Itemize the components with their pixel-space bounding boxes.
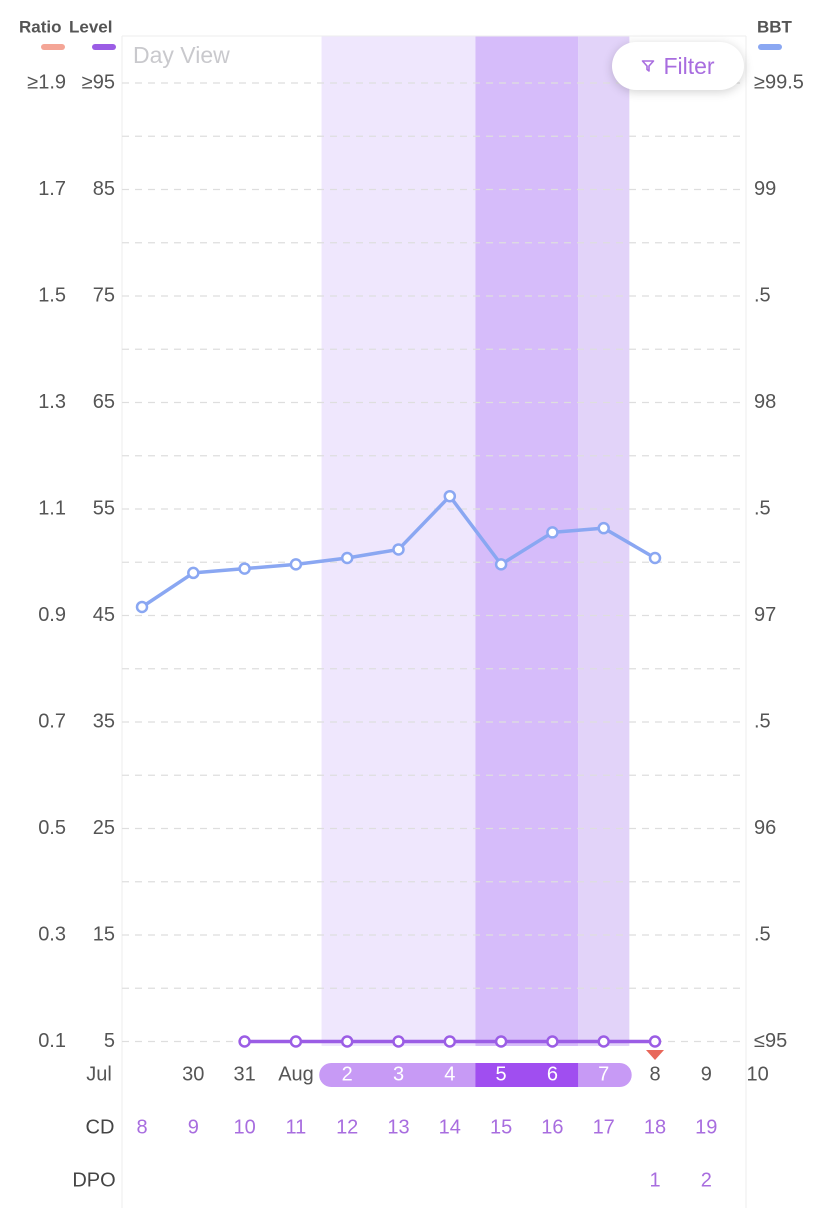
bbt-point [443, 489, 457, 503]
date-tick-label: 31 [233, 1063, 255, 1085]
fertile-band-peak [475, 36, 579, 1046]
ratio-tick-label: 0.1 [38, 1030, 66, 1052]
cd-value: 11 [286, 1116, 307, 1138]
dpo-row-label: DPO [72, 1169, 115, 1191]
ratio-tick-label: 0.5 [38, 817, 66, 839]
level-point [289, 1035, 303, 1048]
date-tick-label: 8 [649, 1063, 660, 1085]
level-point [238, 1035, 251, 1048]
level-tick-label: ≥95 [82, 71, 115, 93]
date-tick-label: 30 [182, 1063, 204, 1085]
peak-date-pill [475, 1063, 579, 1087]
date-tick-label: 4 [444, 1063, 455, 1085]
filter-icon [641, 59, 655, 73]
cd-value: 15 [490, 1116, 512, 1138]
date-tick-label: Jul [86, 1063, 112, 1085]
ratio-tick-label: 1.5 [38, 284, 66, 306]
bbt-tick-label: 99 [754, 178, 776, 200]
date-tick-label: 5 [496, 1063, 507, 1085]
ratio-tick-label: 1.1 [38, 497, 66, 519]
level-legend-label: Level [69, 17, 112, 36]
bbt-point [597, 521, 610, 535]
level-tick-label: 25 [93, 817, 115, 839]
filter-button[interactable]: Filter [612, 42, 744, 90]
cd-value: 14 [439, 1116, 461, 1138]
bbt-tick-label: .5 [754, 923, 771, 945]
date-tick-label: 2 [342, 1063, 353, 1085]
fertile-window-bands [321, 36, 630, 1046]
ratio-legend-label: Ratio [19, 17, 62, 36]
y-axes: ≥1.9 1.7 1.5 1.3 1.1 0.9 0.7 0.5 0.3 0.1 ≥95 85 75 65… [27, 71, 804, 1052]
cd-value: 17 [593, 1116, 615, 1138]
level-tick-label: 75 [93, 284, 115, 306]
date-tick-label: Aug [278, 1063, 314, 1085]
bbt-point [187, 566, 200, 580]
level-point [340, 1035, 354, 1048]
ratio-tick-label: ≥1.9 [27, 71, 66, 93]
level-tick-label: 45 [93, 604, 115, 626]
cd-value: 8 [136, 1116, 147, 1138]
bbt-tick-label: 98 [754, 391, 776, 413]
date-tick-label: 10 [746, 1063, 768, 1085]
level-point [546, 1035, 559, 1048]
cd-value: 12 [336, 1116, 358, 1138]
bbt-tick-label: .5 [754, 497, 771, 519]
bbt-point [238, 562, 251, 575]
date-tick-label: 6 [547, 1063, 558, 1085]
level-point [648, 1035, 662, 1048]
bbt-tick-label: ≤95 [754, 1030, 787, 1052]
level-point [443, 1035, 457, 1048]
period-marker [646, 1050, 664, 1060]
fertile-band-medium [578, 36, 630, 1046]
ratio-tick-label: 1.3 [38, 391, 66, 413]
bbt-tick-label: .5 [754, 710, 771, 732]
level-tick-label: 85 [93, 178, 115, 200]
level-point [392, 1035, 405, 1048]
date-tick-label: 9 [701, 1063, 712, 1085]
ratio-tick-label: 0.7 [38, 710, 66, 732]
bbt-point [546, 526, 559, 539]
cd-value: 18 [644, 1116, 666, 1138]
level-point [494, 1035, 508, 1048]
day-view-label: Day View [133, 42, 230, 68]
cd-value: 9 [188, 1116, 199, 1138]
cd-value: 19 [695, 1116, 717, 1138]
ratio-tick-label: 0.3 [38, 923, 66, 945]
level-tick-label: 35 [93, 710, 115, 732]
filter-label: Filter [663, 52, 715, 79]
bbt-point [289, 558, 303, 571]
data-series [135, 489, 664, 1060]
bbt-tick-label: 97 [754, 604, 776, 626]
fertile-band-light [321, 36, 476, 1046]
level-tick-label: 55 [93, 497, 115, 519]
dpo-value: 1 [649, 1169, 660, 1191]
ratio-tick-label: 0.9 [38, 604, 66, 626]
cd-value: 13 [387, 1116, 409, 1138]
level-tick-label: 5 [104, 1030, 115, 1052]
bbt-point [340, 551, 354, 565]
bbt-point [135, 600, 149, 614]
bbt-tick-label: 96 [754, 817, 776, 839]
bbt-point [392, 543, 405, 556]
level-tick-label: 65 [93, 391, 115, 413]
level-tick-label: 15 [93, 923, 115, 945]
level-point [597, 1035, 610, 1048]
bbt-point [494, 558, 508, 571]
bbt-tick-label: ≥99.5 [754, 71, 804, 93]
cd-row-label: CD [86, 1116, 115, 1138]
ratio-tick-label: 1.7 [38, 178, 66, 200]
date-tick-label: 7 [598, 1063, 609, 1085]
bbt-tick-label: .5 [754, 284, 771, 306]
dpo-value: 2 [701, 1169, 712, 1191]
date-tick-label: 3 [393, 1063, 404, 1085]
cd-value: 10 [233, 1116, 255, 1138]
chart-header: Ratio Level BBT [19, 17, 793, 50]
cd-value: 16 [541, 1116, 563, 1138]
bbt-point [648, 551, 662, 565]
bbt-legend-label: BBT [757, 17, 793, 36]
